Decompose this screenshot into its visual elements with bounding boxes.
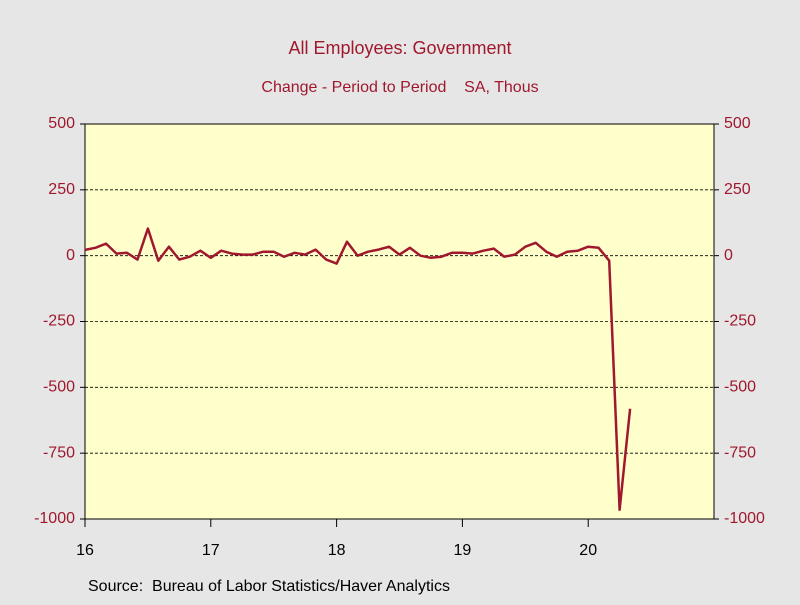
y-tick-label: -1000 [34,510,75,527]
y2-tick-label: -500 [724,379,756,396]
y2-tick-label: 500 [724,115,751,132]
y2-tick-label: 250 [724,181,751,198]
x-tick-label: 20 [579,542,597,559]
x-tick-label: 19 [454,542,472,559]
x-tick-label: 16 [76,542,94,559]
x-tick-label: 17 [202,542,220,559]
data-line [84,227,632,512]
y2-tick-label: -250 [724,313,756,330]
y2-tick-label: -1000 [724,510,765,527]
chart-title: All Employees: Government [288,38,511,58]
source-note: Source: Bureau of Labor Statistics/Haver… [88,578,450,595]
y-tick-label: 0 [66,247,75,264]
y-tick-label: 500 [48,115,75,132]
chart-subtitle: Change - Period to Period SA, Thous [261,79,538,96]
y-tick-label: -500 [43,379,75,396]
y-tick-label: -750 [43,444,75,461]
y-tick-label: -250 [43,313,75,330]
y-tick-label: 250 [48,181,75,198]
y2-tick-label: -750 [724,444,756,461]
x-tick-label: 18 [328,542,346,559]
y2-tick-label: 0 [724,247,733,264]
plot-area [84,123,715,520]
